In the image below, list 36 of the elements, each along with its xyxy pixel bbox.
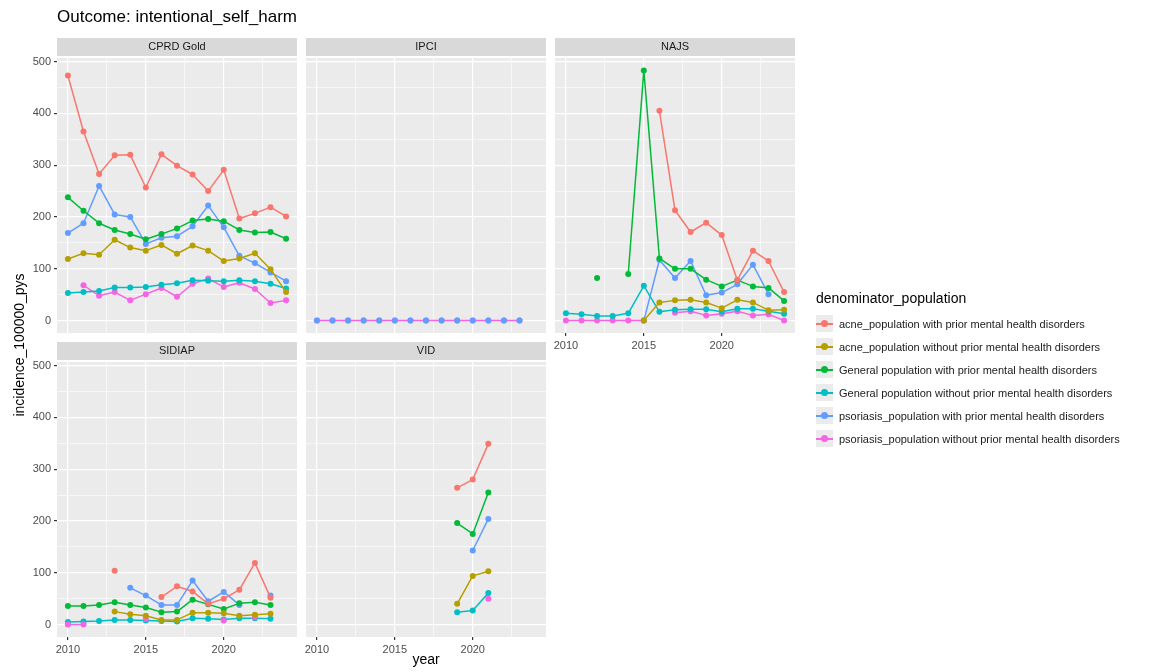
legend-label: General population without prior mental health disorders (839, 386, 1113, 399)
legend-title: denominator_population (816, 290, 968, 306)
y-tick-label: 100 (32, 565, 51, 578)
x-tick-label: 2010 (553, 338, 579, 351)
y-tick-label: 0 (44, 617, 51, 630)
chart-subtitle: VID (416, 344, 436, 357)
y-tick-label: 0 (44, 313, 51, 326)
chart-subtitle: CPRD Gold (148, 40, 206, 53)
y-tick-label: 200 (32, 514, 51, 527)
chart-title: Outcome: intentional_self_harm (57, 7, 298, 27)
y-tick-label: 200 (32, 210, 51, 223)
legend-label: acne_population with prior mental health disorders (839, 317, 1085, 330)
y-axis-title: incidence_100000_pys (11, 273, 27, 417)
x-tick-label: 2010 (304, 642, 330, 655)
chart-subtitle: SIDIAP (158, 344, 196, 357)
chart-subtitle: IPCI (415, 40, 437, 53)
x-tick-label: 2020 (211, 642, 236, 655)
y-tick-label: 300 (32, 462, 51, 475)
x-tick-label: 2020 (460, 642, 485, 655)
y-tick-label: 500 (32, 54, 51, 67)
chart-subtitle: NAJS (660, 40, 690, 53)
legend-label: acne_population without prior mental health disorders (839, 340, 1101, 353)
y-tick-label: 100 (32, 261, 51, 274)
legend-label: psoriasis_population with prior mental health disorders (839, 409, 1105, 422)
legend-label: psoriasis_population without prior mental health disorders (839, 432, 1120, 445)
x-axis-title: year (412, 651, 440, 667)
x-tick-label: 2015 (631, 338, 657, 351)
x-tick-label: 2015 (133, 642, 159, 655)
legend-label: General population with prior mental health disorders (839, 363, 1098, 376)
y-tick-label: 400 (32, 106, 51, 119)
x-tick-label: 2020 (709, 338, 734, 351)
x-tick-label: 2010 (55, 642, 81, 655)
y-tick-label: 300 (32, 158, 51, 171)
y-tick-label: 400 (32, 410, 51, 423)
x-tick-label: 2015 (382, 642, 408, 655)
y-tick-label: 500 (32, 358, 51, 371)
